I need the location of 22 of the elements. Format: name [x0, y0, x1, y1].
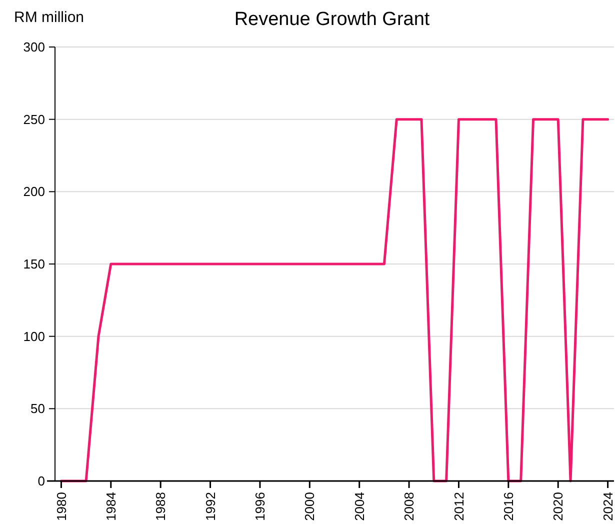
x-tick-label: 2012 — [451, 492, 466, 521]
y-tick-label: 150 — [23, 256, 45, 272]
x-tick-label: 1996 — [252, 492, 268, 521]
y-tick-label: 100 — [23, 328, 45, 344]
y-tick-label: 0 — [38, 474, 45, 489]
x-tick-label: 2004 — [352, 492, 367, 521]
x-tick-label: 2020 — [550, 492, 566, 521]
x-tick-label: 1980 — [54, 492, 69, 521]
line-series — [60, 118, 610, 482]
x-tick-label: 1992 — [202, 492, 218, 521]
y-tick-label: 200 — [23, 184, 45, 200]
x-tick-label: 1984 — [103, 492, 118, 521]
x-tick-label: 2008 — [402, 492, 417, 521]
x-tick-label: 2016 — [500, 492, 516, 521]
chart-title: Revenue Growth Grant — [234, 9, 430, 30]
x-tick-label: 2024 — [600, 492, 615, 521]
y-tick-label: 50 — [30, 401, 45, 416]
x-tick-label: 1988 — [153, 492, 168, 521]
y-axis-title: RM million — [14, 9, 84, 26]
y-tick-label: 300 — [23, 40, 45, 55]
x-tick-label: 2000 — [302, 492, 318, 521]
y-tick-label: 250 — [23, 112, 45, 127]
